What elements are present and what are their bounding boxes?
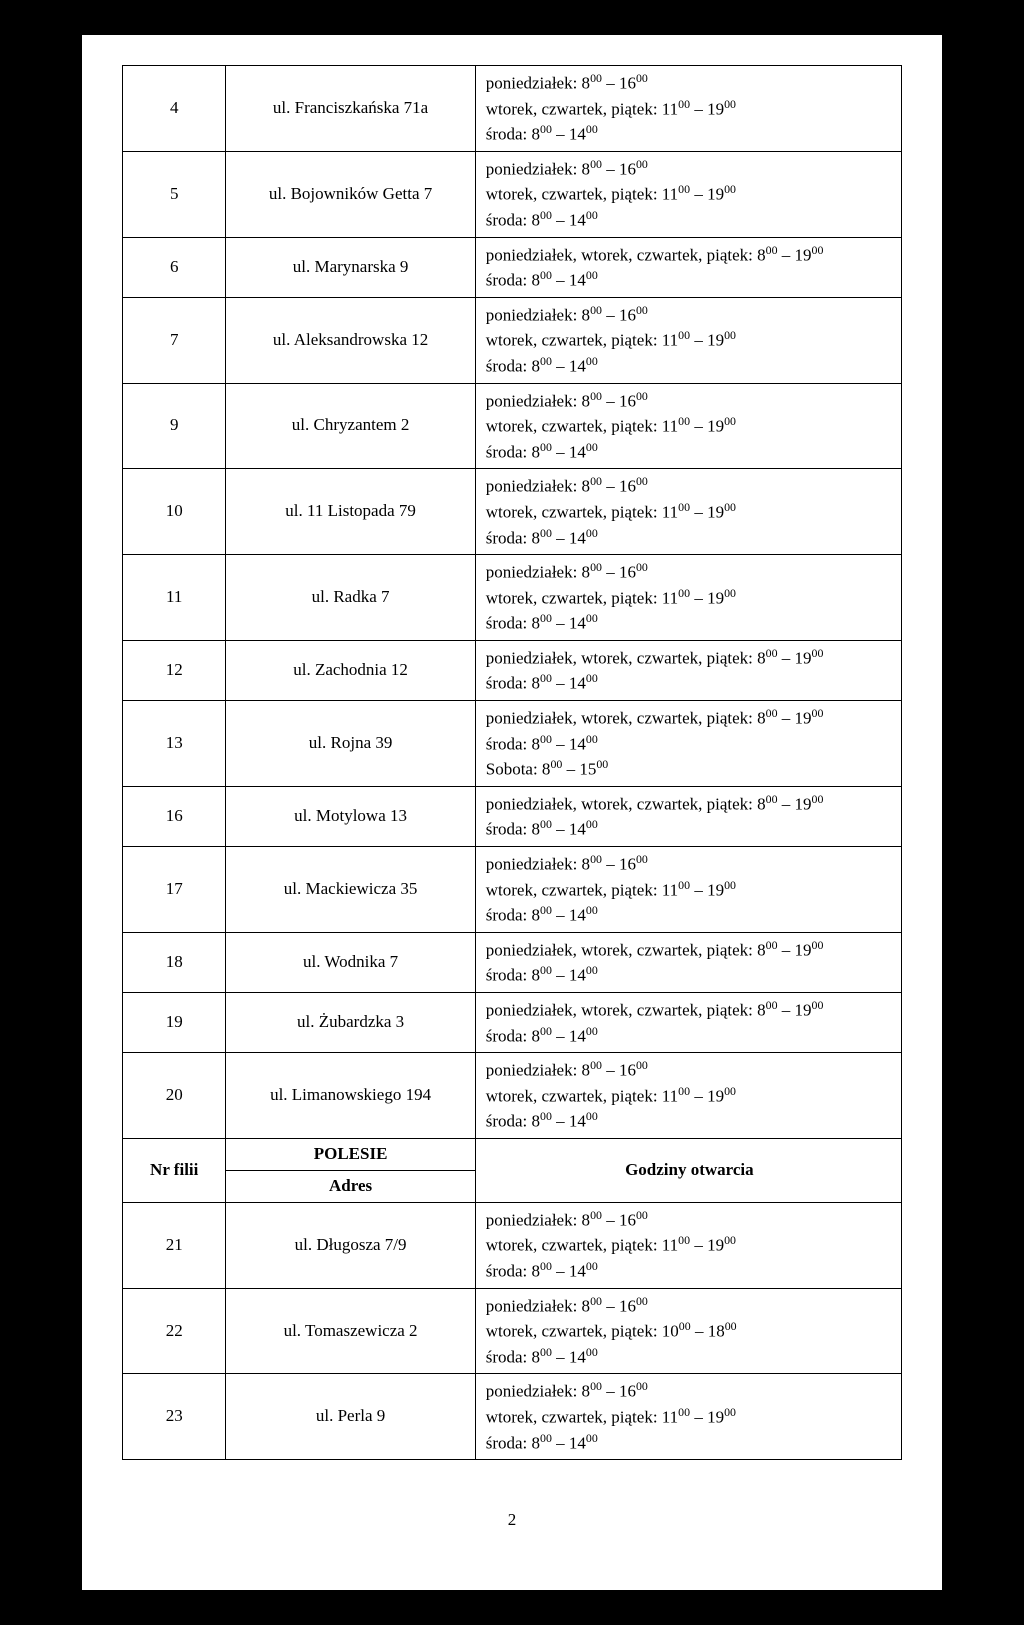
row-address: ul. Radka 7 xyxy=(226,555,475,641)
row-number: 12 xyxy=(123,640,226,700)
table-row: 12ul. Zachodnia 12poniedziałek, wtorek, … xyxy=(123,640,902,700)
table-row: 5ul. Bojowników Getta 7poniedziałek: 800… xyxy=(123,151,902,237)
row-hours: poniedziałek: 800 – 1600wtorek, czwartek… xyxy=(475,469,901,555)
row-address: ul. Motylowa 13 xyxy=(226,786,475,846)
row-address: ul. Perla 9 xyxy=(226,1374,475,1460)
row-address: ul. Długosza 7/9 xyxy=(226,1202,475,1288)
row-address: ul. Franciszkańska 71a xyxy=(226,66,475,152)
section-header-row: Nr filii POLESIE Godziny otwarcia xyxy=(123,1138,902,1170)
row-hours: poniedziałek, wtorek, czwartek, piątek: … xyxy=(475,237,901,297)
row-number: 18 xyxy=(123,932,226,992)
table-row: 18ul. Wodnika 7poniedziałek, wtorek, czw… xyxy=(123,932,902,992)
header-adres: Adres xyxy=(226,1170,475,1202)
row-address: ul. Limanowskiego 194 xyxy=(226,1053,475,1139)
table-row: 23ul. Perla 9poniedziałek: 800 – 1600wto… xyxy=(123,1374,902,1460)
row-hours: poniedziałek, wtorek, czwartek, piątek: … xyxy=(475,786,901,846)
row-hours: poniedziałek: 800 – 1600wtorek, czwartek… xyxy=(475,297,901,383)
row-address: ul. Aleksandrowska 12 xyxy=(226,297,475,383)
row-address: ul. Chryzantem 2 xyxy=(226,383,475,469)
row-address: ul. 11 Listopada 79 xyxy=(226,469,475,555)
row-number: 13 xyxy=(123,701,226,787)
page: 4ul. Franciszkańska 71aponiedziałek: 800… xyxy=(82,35,942,1590)
row-number: 5 xyxy=(123,151,226,237)
row-hours: poniedziałek: 800 – 1600wtorek, czwartek… xyxy=(475,66,901,152)
row-hours: poniedziałek, wtorek, czwartek, piątek: … xyxy=(475,701,901,787)
header-godziny: Godziny otwarcia xyxy=(475,1138,901,1202)
row-number: 4 xyxy=(123,66,226,152)
row-hours: poniedziałek: 800 – 1600wtorek, czwartek… xyxy=(475,151,901,237)
row-number: 9 xyxy=(123,383,226,469)
row-hours: poniedziałek: 800 – 1600wtorek, czwartek… xyxy=(475,555,901,641)
row-address: ul. Marynarska 9 xyxy=(226,237,475,297)
row-hours: poniedziałek: 800 – 1600wtorek, czwartek… xyxy=(475,1202,901,1288)
row-hours: poniedziałek: 800 – 1600wtorek, czwartek… xyxy=(475,1374,901,1460)
table-row: 22ul. Tomaszewicza 2poniedziałek: 800 – … xyxy=(123,1288,902,1374)
row-number: 21 xyxy=(123,1202,226,1288)
row-number: 10 xyxy=(123,469,226,555)
table-row: 6ul. Marynarska 9poniedziałek, wtorek, c… xyxy=(123,237,902,297)
table-row: 21ul. Długosza 7/9poniedziałek: 800 – 16… xyxy=(123,1202,902,1288)
row-hours: poniedziałek: 800 – 1600wtorek, czwartek… xyxy=(475,1053,901,1139)
row-address: ul. Żubardzka 3 xyxy=(226,993,475,1053)
row-number: 7 xyxy=(123,297,226,383)
row-hours: poniedziałek, wtorek, czwartek, piątek: … xyxy=(475,932,901,992)
row-hours: poniedziałek: 800 – 1600wtorek, czwartek… xyxy=(475,847,901,933)
table-row: 16ul. Motylowa 13poniedziałek, wtorek, c… xyxy=(123,786,902,846)
row-number: 22 xyxy=(123,1288,226,1374)
row-hours: poniedziałek, wtorek, czwartek, piątek: … xyxy=(475,640,901,700)
row-hours: poniedziałek: 800 – 1600wtorek, czwartek… xyxy=(475,1288,901,1374)
row-hours: poniedziałek, wtorek, czwartek, piątek: … xyxy=(475,993,901,1053)
table-row: 20ul. Limanowskiego 194poniedziałek: 800… xyxy=(123,1053,902,1139)
row-address: ul. Tomaszewicza 2 xyxy=(226,1288,475,1374)
row-address: ul. Bojowników Getta 7 xyxy=(226,151,475,237)
table-row: 9ul. Chryzantem 2poniedziałek: 800 – 160… xyxy=(123,383,902,469)
table-row: 17ul. Mackiewicza 35poniedziałek: 800 – … xyxy=(123,847,902,933)
table-row: 7ul. Aleksandrowska 12poniedziałek: 800 … xyxy=(123,297,902,383)
row-hours: poniedziałek: 800 – 1600wtorek, czwartek… xyxy=(475,383,901,469)
row-number: 6 xyxy=(123,237,226,297)
row-number: 23 xyxy=(123,1374,226,1460)
row-number: 16 xyxy=(123,786,226,846)
row-address: ul. Zachodnia 12 xyxy=(226,640,475,700)
schedule-table: 4ul. Franciszkańska 71aponiedziałek: 800… xyxy=(122,65,902,1460)
header-polesie: POLESIE xyxy=(226,1138,475,1170)
table-row: 13ul. Rojna 39poniedziałek, wtorek, czwa… xyxy=(123,701,902,787)
table-row: 11ul. Radka 7poniedziałek: 800 – 1600wto… xyxy=(123,555,902,641)
row-address: ul. Rojna 39 xyxy=(226,701,475,787)
page-number: 2 xyxy=(122,1510,902,1530)
row-number: 20 xyxy=(123,1053,226,1139)
row-number: 19 xyxy=(123,993,226,1053)
row-number: 17 xyxy=(123,847,226,933)
row-address: ul. Wodnika 7 xyxy=(226,932,475,992)
table-row: 19ul. Żubardzka 3poniedziałek, wtorek, c… xyxy=(123,993,902,1053)
header-nr-filii: Nr filii xyxy=(123,1138,226,1202)
table-row: 10ul. 11 Listopada 79poniedziałek: 800 –… xyxy=(123,469,902,555)
table-row: 4ul. Franciszkańska 71aponiedziałek: 800… xyxy=(123,66,902,152)
row-address: ul. Mackiewicza 35 xyxy=(226,847,475,933)
row-number: 11 xyxy=(123,555,226,641)
